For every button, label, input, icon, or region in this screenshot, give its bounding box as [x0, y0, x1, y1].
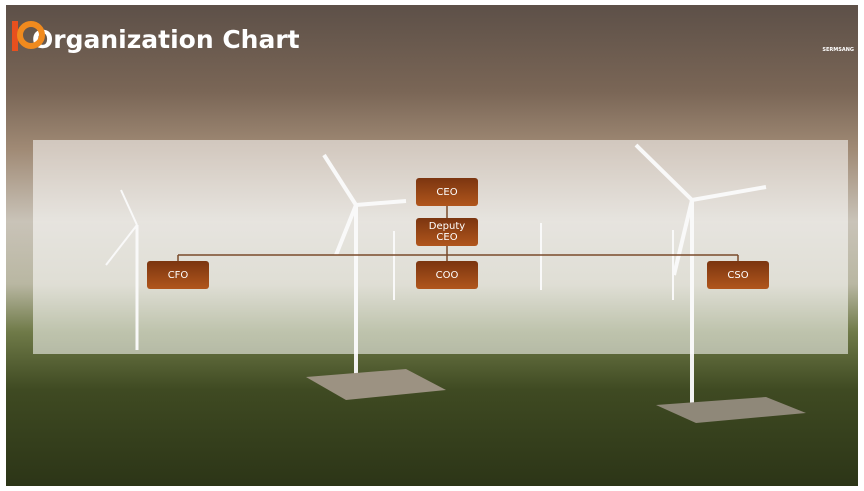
logo [6, 17, 46, 57]
org-node: Deputy CEO [416, 218, 478, 246]
connectors [33, 140, 848, 354]
logo-text: SERMSANG [822, 47, 854, 53]
org-node: CFO [147, 261, 209, 289]
org-node: CSO [707, 261, 769, 289]
page: Organization Chart SERMSANG CEO Deputy C… [0, 0, 864, 491]
org-node: COO [416, 261, 478, 289]
chart-panel: CEO Deputy CEO CFO COO CSO [33, 140, 848, 354]
slide-title: Organization Chart [32, 25, 300, 54]
org-node: CEO [416, 178, 478, 206]
slide: Organization Chart SERMSANG CEO Deputy C… [6, 5, 858, 486]
